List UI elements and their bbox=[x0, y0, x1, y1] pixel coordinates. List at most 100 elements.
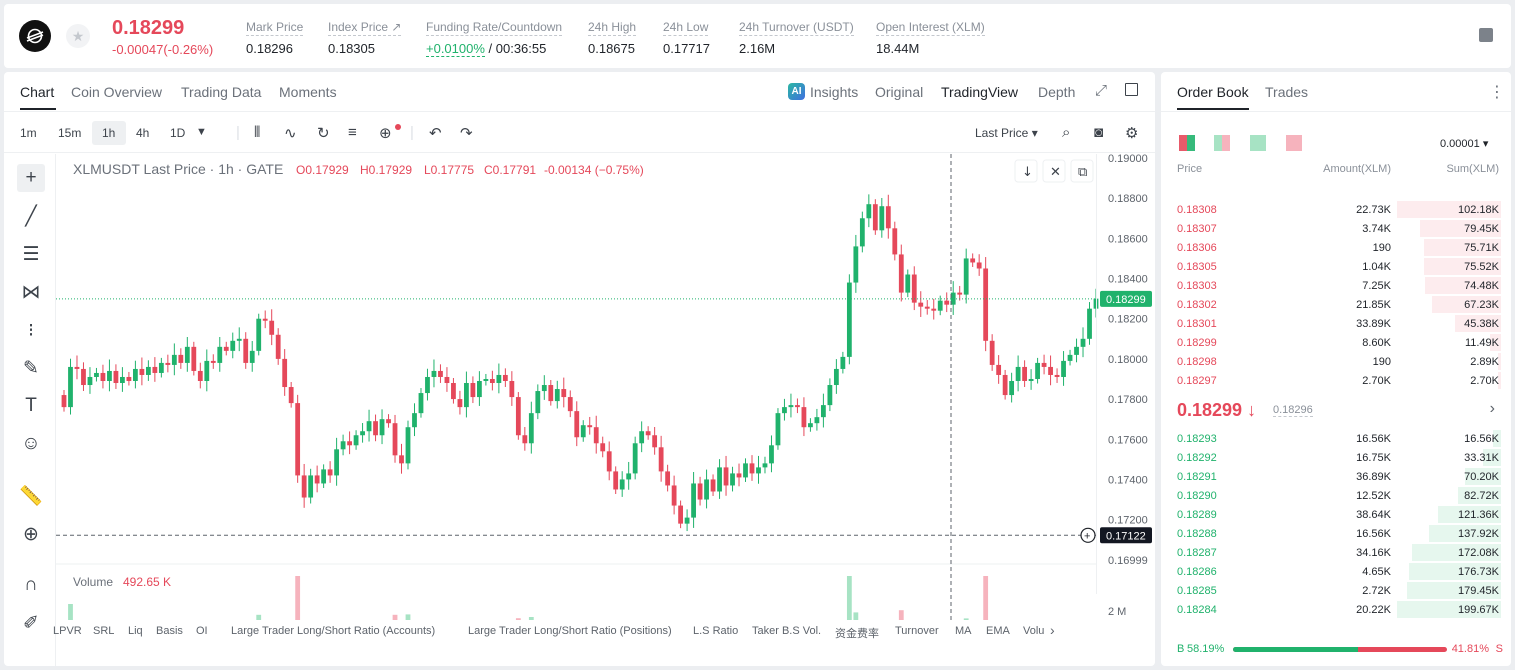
tab-original[interactable]: Original bbox=[875, 84, 924, 100]
redo-icon[interactable]: ↷ bbox=[460, 125, 473, 142]
bid-row[interactable]: 0.18291 36.89K 70.20K bbox=[1161, 467, 1511, 486]
lock-draw-tool-icon[interactable]: ✐ bbox=[23, 612, 39, 634]
candle-body bbox=[859, 218, 865, 247]
expand-icon[interactable]: ⤢ bbox=[1095, 82, 1108, 99]
indicator-item[interactable]: Large Trader Long/Short Ratio (Accounts) bbox=[231, 625, 436, 637]
indicator-item[interactable]: Turnover bbox=[895, 625, 939, 637]
tab-tradingview[interactable]: TradingView bbox=[941, 84, 1019, 100]
price-chart[interactable]: 0.19000 0.18800 0.18600 0.18400 0.18200 0.180… bbox=[56, 154, 1155, 620]
indicator-item[interactable]: Liq bbox=[128, 625, 143, 637]
tab-moments[interactable]: Moments bbox=[279, 84, 337, 100]
tf-1m[interactable]: 1m bbox=[20, 126, 37, 140]
camera-icon[interactable]: ◙ bbox=[1094, 124, 1104, 141]
favorite-star-icon[interactable]: ★ bbox=[66, 24, 90, 48]
ask-row[interactable]: 0.18307 3.74K 79.45K bbox=[1161, 219, 1511, 238]
tf-4h[interactable]: 4h bbox=[136, 126, 150, 140]
ask-row[interactable]: 0.18297 2.70K 2.70K bbox=[1161, 371, 1511, 390]
bid-row[interactable]: 0.18293 16.56K 16.56K bbox=[1161, 429, 1511, 448]
indicator-item[interactable]: MA bbox=[955, 625, 972, 637]
depth-bar bbox=[1432, 296, 1501, 313]
gear-icon[interactable]: ⚙ bbox=[1125, 125, 1139, 142]
chevron-down-icon[interactable]: ▼ bbox=[196, 126, 207, 138]
templates-icon[interactable]: ≡ bbox=[348, 124, 357, 141]
candle-body bbox=[269, 320, 275, 335]
tab-depth[interactable]: Depth bbox=[1038, 84, 1076, 100]
indicator-item[interactable]: Basis bbox=[156, 625, 183, 637]
tab-coin-overview[interactable]: Coin Overview bbox=[71, 84, 163, 100]
candle-body bbox=[392, 423, 398, 456]
search-icon[interactable]: ⌕ bbox=[1062, 124, 1071, 141]
indicator-item[interactable]: EMA bbox=[986, 625, 1010, 637]
indicator-item[interactable]: SRL bbox=[93, 625, 115, 637]
ask-row[interactable]: 0.18298 190 2.89K bbox=[1161, 352, 1511, 371]
pattern-tool-icon[interactable]: ⋈ bbox=[21, 281, 41, 303]
indicator-item[interactable]: Taker B.S Vol. bbox=[752, 625, 822, 637]
price-type-select[interactable]: Last Price ▾ bbox=[975, 126, 1038, 140]
ask-row[interactable]: 0.18299 8.60K 11.49K bbox=[1161, 333, 1511, 352]
ruler-tool-icon[interactable]: 📏 bbox=[19, 486, 43, 507]
ask-row[interactable]: 0.18308 22.73K 102.18K bbox=[1161, 200, 1511, 219]
tf-1h[interactable]: 1h bbox=[102, 126, 116, 140]
tf-1d[interactable]: 1D bbox=[170, 126, 186, 140]
candle-body bbox=[866, 204, 872, 219]
price-change: -0.00047(-0.26%) bbox=[112, 42, 214, 57]
indicator-item[interactable]: LPVR bbox=[53, 625, 82, 637]
bid-row[interactable]: 0.18289 38.64K 121.36K bbox=[1161, 505, 1511, 524]
window-icon[interactable] bbox=[1125, 83, 1138, 96]
tf-15m[interactable]: 15m bbox=[58, 126, 82, 140]
bids-only-view-icon[interactable] bbox=[1250, 135, 1266, 151]
magnet-tool-icon[interactable]: ∩ bbox=[24, 574, 38, 595]
bid-row[interactable]: 0.18288 16.56K 137.92K bbox=[1161, 524, 1511, 543]
ask-row[interactable]: 0.18306 190 75.71K bbox=[1161, 238, 1511, 257]
brush-tool-icon[interactable]: ✎ bbox=[23, 357, 39, 379]
ask-row[interactable]: 0.18302 21.85K 67.23K bbox=[1161, 295, 1511, 314]
candle-body bbox=[678, 505, 684, 524]
tab-trading-data[interactable]: Trading Data bbox=[181, 84, 262, 100]
stat-index-price[interactable]: Index Price ↗ 0.18305 bbox=[328, 18, 402, 56]
both-sides-view-icon[interactable] bbox=[1179, 135, 1195, 151]
indicator-item[interactable]: OI bbox=[196, 625, 208, 637]
bid-row[interactable]: 0.18284 20.22K 199.67K bbox=[1161, 600, 1511, 619]
replay-icon[interactable]: ↻ bbox=[317, 125, 330, 142]
chevron-right-icon[interactable]: › bbox=[1489, 400, 1495, 417]
zoom-tool-icon[interactable]: ⊕ bbox=[23, 523, 39, 545]
candle-body bbox=[61, 395, 67, 408]
indicators-icon[interactable]: ∿ bbox=[284, 125, 297, 142]
bid-row[interactable]: 0.18285 2.72K 179.45K bbox=[1161, 581, 1511, 600]
scroll-right-icon[interactable]: › bbox=[1050, 622, 1055, 638]
asks-only-view-icon[interactable] bbox=[1286, 135, 1302, 151]
ai-insights-icon[interactable]: AI bbox=[788, 83, 805, 100]
last-price-tag-text: 0.18299 bbox=[1106, 294, 1146, 306]
precision-select[interactable]: 0.00001 ▾ bbox=[1440, 138, 1489, 150]
tab-order-book[interactable]: Order Book bbox=[1177, 84, 1249, 100]
trendline-tool-icon[interactable]: ╱ bbox=[25, 205, 37, 227]
candle-body bbox=[399, 455, 404, 464]
indicator-item[interactable]: 资金费率 bbox=[835, 628, 879, 640]
more-options-icon[interactable]: ⋮ bbox=[1489, 84, 1505, 101]
tab-trades[interactable]: Trades bbox=[1265, 84, 1309, 100]
text-tool-icon[interactable]: T bbox=[25, 395, 37, 416]
horizontal-lines-tool-icon[interactable]: ☰ bbox=[22, 243, 40, 265]
tab-insights[interactable]: Insights bbox=[810, 84, 859, 100]
bid-row[interactable]: 0.18286 4.65K 176.73K bbox=[1161, 562, 1511, 581]
tab-chart[interactable]: Chart bbox=[20, 84, 55, 100]
crosshair-tool-icon[interactable]: + bbox=[17, 164, 45, 192]
bid-row[interactable]: 0.18287 34.16K 172.08K bbox=[1161, 543, 1511, 562]
undo-icon[interactable]: ↶ bbox=[429, 125, 442, 142]
bid-row[interactable]: 0.18292 16.75K 33.31K bbox=[1161, 448, 1511, 467]
fib-tool-icon[interactable]: ⁝ bbox=[27, 319, 35, 341]
indicator-item[interactable]: Volu bbox=[1023, 625, 1045, 637]
bid-row[interactable]: 0.18290 12.52K 82.72K bbox=[1161, 486, 1511, 505]
ask-row[interactable]: 0.18303 7.25K 74.48K bbox=[1161, 276, 1511, 295]
row-sum: 33.31K bbox=[1464, 452, 1499, 464]
add-alert-icon[interactable]: ⊕ bbox=[379, 125, 392, 142]
mixed-view-icon[interactable] bbox=[1214, 135, 1230, 151]
emoji-tool-icon[interactable]: ☺ bbox=[21, 433, 41, 454]
indicator-item[interactable]: L.S Ratio bbox=[693, 625, 739, 637]
candle-type-icon[interactable]: ⫴ bbox=[254, 124, 261, 141]
ask-row[interactable]: 0.18305 1.04K 75.52K bbox=[1161, 257, 1511, 276]
ask-row[interactable]: 0.18301 33.89K 45.38K bbox=[1161, 314, 1511, 333]
indicator-item[interactable]: Large Trader Long/Short Ratio (Positions… bbox=[468, 625, 672, 637]
guide-book-icon[interactable] bbox=[1479, 28, 1493, 42]
depth-bar bbox=[1429, 525, 1501, 542]
